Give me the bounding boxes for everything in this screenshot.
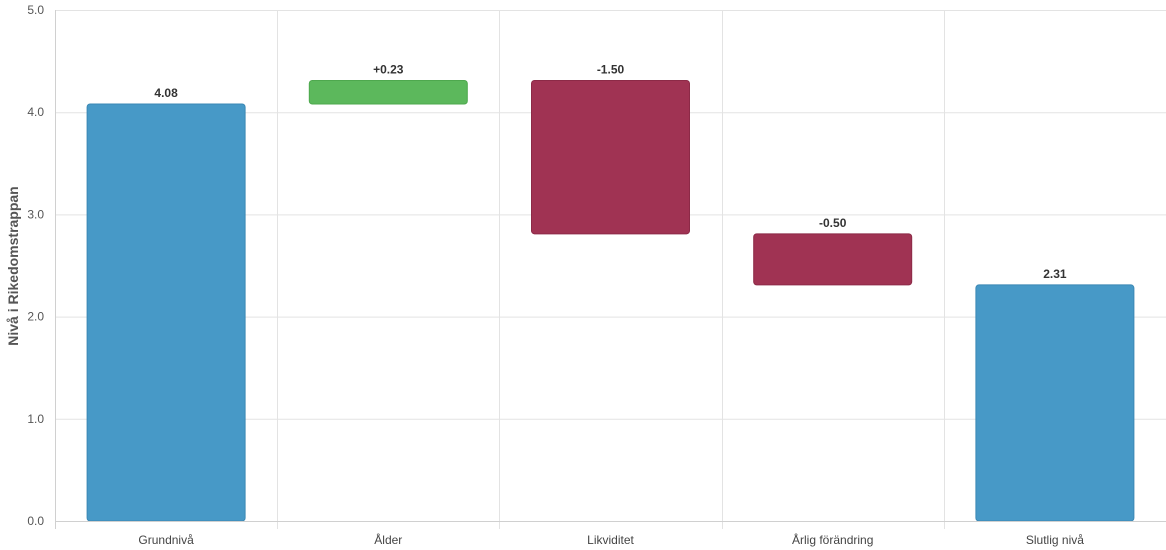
y-axis-title: Nivå i Rikedomstrappan — [5, 186, 21, 346]
y-tick-label: 5.0 — [27, 3, 44, 17]
label-layer: 4.08 +0.23 -1.50 -0.50 2.31 — [154, 63, 1066, 281]
bar-data-label: -0.50 — [819, 216, 847, 230]
bar-data-label: 4.08 — [154, 86, 178, 100]
y-tick-label: 2.0 — [27, 310, 44, 324]
bar-decrease — [531, 80, 690, 235]
x-category-label: Slutlig nivå — [1026, 533, 1084, 547]
bar-decrease — [753, 233, 913, 286]
bar-total — [86, 103, 246, 522]
bar-data-label: -1.50 — [597, 63, 625, 77]
y-tick-label: 3.0 — [27, 207, 44, 221]
y-tick-label: 0.0 — [27, 514, 44, 528]
bar-total — [975, 284, 1135, 522]
x-category-label: Likviditet — [587, 533, 634, 547]
x-category-label: Ålder — [374, 532, 402, 547]
axis-layer: 0.0 1.0 2.0 3.0 4.0 5.0 Grundnivå Ålder Likvidit… — [27, 3, 1166, 547]
bar-data-label: +0.23 — [373, 63, 404, 77]
bar-layer — [86, 80, 1135, 522]
y-tick-label: 1.0 — [27, 412, 44, 426]
x-category-label: Grundnivå — [138, 533, 194, 547]
bar-data-label: 2.31 — [1043, 267, 1067, 281]
bar-increase — [308, 80, 468, 105]
y-tick-label: 4.0 — [27, 105, 44, 119]
x-category-label: Årlig förändring — [792, 532, 873, 547]
